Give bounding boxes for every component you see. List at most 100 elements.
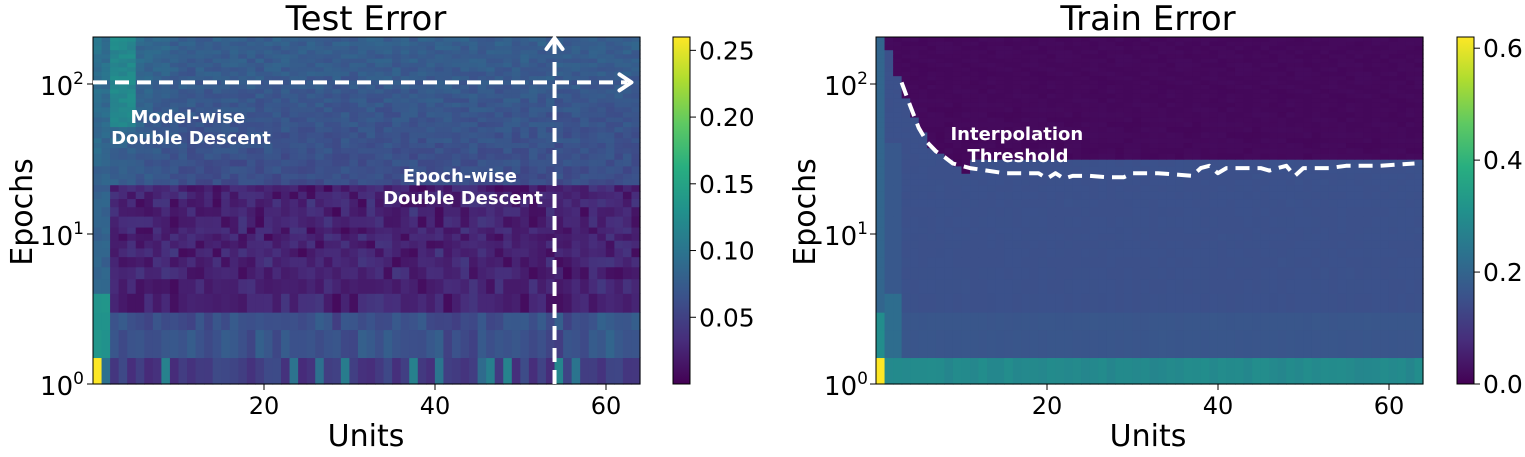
- heatmap-cell: [978, 153, 988, 160]
- heatmap-cell: [195, 165, 205, 174]
- heatmap-cell: [622, 79, 633, 85]
- heatmap-cell: [409, 84, 419, 90]
- heatmap-cell: [375, 178, 385, 186]
- heatmap-cell: [195, 88, 205, 94]
- heatmap-cell: [1106, 178, 1116, 186]
- heatmap-cell: [1269, 131, 1279, 139]
- heatmap-cell: [375, 111, 385, 118]
- heatmap-cell: [434, 198, 445, 208]
- heatmap-cell: [597, 131, 607, 139]
- heatmap-cell: [349, 137, 359, 144]
- heatmap-cell: [1081, 216, 1091, 228]
- heatmap-cell: [1346, 173, 1356, 180]
- heatmap-cell: [93, 226, 103, 234]
- heatmap-cell: [332, 165, 342, 174]
- heatmap-cell: [1209, 191, 1219, 200]
- heatmap-cell: [417, 142, 427, 149]
- heatmap-cell: [927, 153, 937, 160]
- heatmap-cell: [1217, 191, 1228, 200]
- heatmap-cell: [426, 66, 436, 72]
- heatmap-cell: [409, 153, 419, 160]
- heatmap-cell: [884, 312, 894, 331]
- heatmap-cell: [486, 293, 496, 313]
- heatmap-cell: [392, 121, 402, 128]
- heatmap-cell: [1072, 142, 1082, 149]
- heatmap-cell: [204, 278, 214, 294]
- heatmap-cell: [1303, 147, 1313, 154]
- heatmap-cell: [537, 62, 547, 68]
- heatmap-cell: [970, 312, 980, 331]
- heatmap-cell: [1397, 116, 1407, 123]
- heatmap-cell: [1234, 102, 1245, 108]
- heatmap-cell: [1311, 131, 1322, 139]
- heatmap-cell: [187, 88, 197, 94]
- test-error-y-axis-label: Epochs: [5, 158, 40, 266]
- heatmap-cell: [281, 116, 291, 123]
- heatmap-cell: [537, 49, 547, 55]
- heatmap-cell: [417, 116, 427, 123]
- heatmap-cell: [417, 216, 427, 228]
- heatmap-cell: [597, 206, 607, 217]
- heatmap-cell: [1286, 102, 1296, 108]
- heatmap-cell: [263, 62, 274, 68]
- heatmap-cell: [340, 45, 351, 51]
- heatmap-cell: [494, 45, 504, 51]
- heatmap-cell: [263, 88, 274, 94]
- heatmap-cell: [537, 312, 547, 331]
- heatmap-cell: [1132, 111, 1142, 118]
- heatmap-cell: [434, 247, 445, 258]
- heatmap-cell: [918, 142, 928, 149]
- heatmap-cell: [1081, 147, 1091, 154]
- heatmap-cell: [1021, 159, 1031, 167]
- heatmap-cell: [970, 147, 980, 154]
- heatmap-cell: [443, 102, 453, 108]
- heatmap-cell: [910, 121, 920, 128]
- heatmap-cell: [494, 37, 504, 42]
- heatmap-cell: [1311, 147, 1322, 154]
- heatmap-cell: [426, 75, 436, 81]
- heatmap-cell: [443, 49, 453, 55]
- heatmap-cell: [1217, 329, 1228, 359]
- heatmap-cell: [93, 131, 103, 139]
- heatmap-cell: [580, 142, 590, 149]
- heatmap-cell: [1243, 266, 1253, 280]
- heatmap-cell: [110, 84, 120, 90]
- heatmap-cell: [563, 84, 573, 90]
- heatmap-cell: [263, 121, 274, 128]
- heatmap-cell: [1183, 278, 1193, 294]
- heatmap-cell: [400, 165, 410, 174]
- heatmap-cell: [204, 240, 214, 249]
- heatmap-cell: [400, 62, 410, 68]
- heatmap-cell: [1158, 159, 1168, 167]
- heatmap-cell: [918, 240, 928, 249]
- heatmap-cell: [229, 49, 239, 55]
- heatmap-cell: [1354, 102, 1364, 108]
- heatmap-cell: [1200, 159, 1210, 167]
- heatmap-cell: [357, 278, 368, 294]
- heatmap-cell: [520, 126, 530, 133]
- heatmap-cell: [1320, 256, 1330, 268]
- heatmap-cell: [1388, 131, 1398, 139]
- heatmap-cell: [520, 278, 530, 294]
- heatmap-cell: [614, 357, 624, 385]
- heatmap-cell: [1260, 173, 1270, 180]
- heatmap-cell: [918, 233, 928, 241]
- heatmap-cell: [255, 226, 265, 234]
- heatmap-cell: [1303, 312, 1313, 331]
- heatmap-cell: [1320, 111, 1330, 118]
- heatmap-cell: [187, 126, 197, 133]
- heatmap-cell: [494, 357, 504, 385]
- heatmap-cell: [426, 178, 436, 186]
- heatmap-cell: [901, 178, 911, 186]
- heatmap-cell: [289, 88, 299, 94]
- heatmap-cell: [1277, 293, 1287, 313]
- heatmap-cell: [426, 106, 436, 113]
- heatmap-cell: [392, 247, 402, 258]
- heatmap-cell: [503, 79, 513, 85]
- heatmap-cell: [1397, 206, 1407, 217]
- heatmap-cell: [486, 53, 496, 59]
- heatmap-cell: [961, 266, 971, 280]
- heatmap-cell: [392, 45, 402, 51]
- heatmap-cell: [1166, 159, 1176, 167]
- heatmap-cell: [1217, 111, 1228, 118]
